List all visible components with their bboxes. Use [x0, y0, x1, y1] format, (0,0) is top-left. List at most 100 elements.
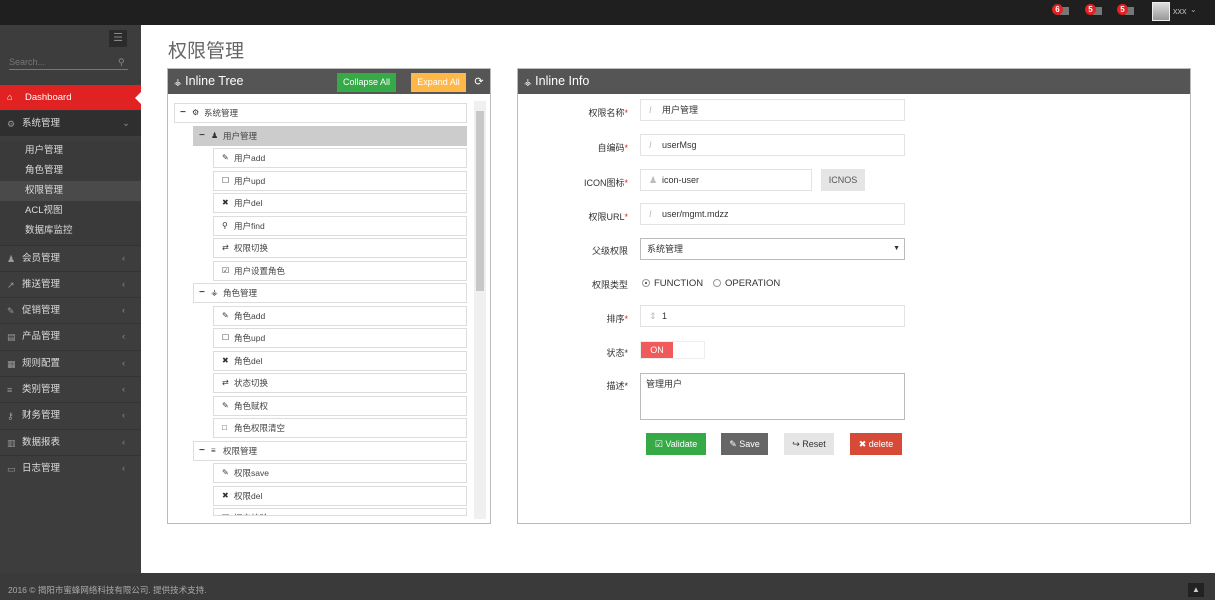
search-input[interactable]: [9, 55, 128, 70]
chevron-left-icon: ‹: [122, 305, 126, 316]
radio-unchecked[interactable]: [713, 279, 721, 287]
times-icon: ✖: [222, 355, 229, 365]
user-name[interactable]: xxx: [1173, 6, 1187, 16]
expand-all-button[interactable]: Expand All: [411, 73, 466, 92]
chevron-down-icon[interactable]: ⌄: [1190, 5, 1197, 14]
status-toggle[interactable]: ON: [640, 341, 705, 359]
notification-tasks[interactable]: 5: [1117, 4, 1137, 18]
tree-node[interactable]: − ⚶ 角色管理: [193, 283, 467, 303]
radio-checked[interactable]: [642, 279, 650, 287]
name-label: 权限名称*: [588, 108, 628, 118]
tree-node-label: 用户find: [234, 220, 265, 231]
icons-button[interactable]: ICNOS: [821, 169, 865, 191]
check-square-icon: ☑: [222, 265, 230, 275]
square-icon: □: [222, 423, 227, 432]
tree-node[interactable]: ✎ 权限save: [213, 463, 467, 483]
tree-node[interactable]: ⇄ 状态切换: [213, 373, 467, 393]
validate-button[interactable]: ☑ Validate: [646, 433, 706, 455]
desc-label: 描述*: [606, 381, 628, 391]
type-radio-operation[interactable]: OPERATION: [713, 278, 780, 289]
sidebar-item-system[interactable]: ⚙ 系统管理 ⌄: [0, 110, 141, 136]
sidebar-item-members[interactable]: ♟ 会员管理 ‹: [0, 245, 141, 271]
tree-node[interactable]: − ⚙ 系统管理: [174, 103, 467, 123]
tree-node[interactable]: ☐ 用户upd: [213, 170, 467, 191]
tree-node-label: 系统管理: [204, 108, 239, 118]
chevron-left-icon: ‹: [122, 253, 126, 264]
avatar[interactable]: [1152, 2, 1170, 21]
home-icon: ⌂: [7, 92, 13, 102]
collapse-icon[interactable]: −: [199, 129, 205, 141]
tree-node[interactable]: ✖ 角色del: [213, 350, 467, 371]
tree-node[interactable]: − ♟ 用户管理: [193, 125, 467, 146]
sidebar-subitem-users[interactable]: 用户管理: [25, 145, 64, 156]
tree-node[interactable]: □ 角色权限清空: [213, 418, 467, 438]
notification-bell[interactable]: 6: [1052, 4, 1072, 18]
tree-node[interactable]: ✖ 权限del: [213, 485, 467, 506]
sidebar-item-reports[interactable]: ▥ 数据报表 ‹: [0, 429, 141, 455]
tree-node[interactable]: ✎ 角色赋权: [213, 395, 467, 416]
list-icon: ≡: [211, 445, 216, 455]
sidebar-subitem-roles[interactable]: 角色管理: [25, 165, 64, 176]
sidebar-item-finance[interactable]: ⚷ 财务管理 ‹: [0, 402, 141, 428]
parent-select[interactable]: 系统管理 ▼: [640, 238, 905, 260]
times-icon: ✖: [858, 439, 869, 449]
collapse-icon[interactable]: −: [199, 444, 205, 456]
notification-badge: 6: [1052, 4, 1063, 15]
tree-node[interactable]: ☐ 角色upd: [213, 328, 467, 348]
tree-node[interactable]: ☑ 用户设置角色: [213, 260, 467, 281]
tree-node[interactable]: ⇄ 权限切换: [213, 238, 467, 258]
tree-node-label: 用户del: [234, 198, 263, 208]
tree-node[interactable]: ✎ 角色add: [213, 305, 467, 326]
tree-node-label: 权限save: [234, 468, 269, 478]
sidebar-item-rules[interactable]: ▦ 规则配置 ‹: [0, 350, 141, 376]
sort-input[interactable]: ⇕ 1: [640, 305, 905, 327]
inbox-badge: 5: [1085, 4, 1096, 15]
sidebar-item-label: 产品管理: [22, 331, 61, 342]
retweet-icon: ⇄: [222, 243, 229, 252]
edit-icon: ☐: [222, 509, 229, 515]
tree-node[interactable]: − ≡ 权限管理: [193, 440, 467, 461]
desc-textarea[interactable]: 管理用户: [640, 373, 905, 420]
save-button[interactable]: ✎ Save: [721, 433, 768, 455]
sidebar-item-categories[interactable]: ≡ 类别管理 ‹: [0, 376, 141, 402]
sidebar-item-push[interactable]: ↗ 推送管理 ‹: [0, 271, 141, 297]
menu-toggle-icon[interactable]: ☰: [109, 30, 127, 47]
type-radio-function[interactable]: FUNCTION: [642, 278, 703, 289]
collapse-icon[interactable]: −: [180, 107, 186, 118]
sidebar-subitem-permissions[interactable]: 权限管理: [0, 181, 141, 201]
tree-node[interactable]: ⚲ 用户find: [213, 215, 467, 236]
icon-input[interactable]: ♟ icon-user: [640, 169, 812, 191]
tree-node[interactable]: ☐ 提交校验: [213, 508, 467, 516]
scrollbar-thumb[interactable]: [476, 111, 484, 291]
tree-scrollbar[interactable]: [474, 101, 486, 519]
check-icon: ☑: [654, 439, 666, 449]
parent-label: 父级权限: [591, 246, 628, 256]
key-icon: ⚷: [7, 411, 14, 421]
reset-button[interactable]: ↪ Reset: [784, 433, 834, 455]
user-icon: ♟: [211, 130, 219, 140]
sidebar-item-promotions[interactable]: ✎ 促销管理 ‹: [0, 297, 141, 323]
search-icon[interactable]: ⚲: [118, 57, 125, 67]
sidebar-item-dashboard[interactable]: ⌂ Dashboard: [0, 85, 141, 110]
collapse-all-button[interactable]: Collapse All: [337, 73, 396, 92]
name-input[interactable]: I 用户管理: [640, 99, 905, 121]
status-label: 状态*: [606, 348, 628, 358]
tree-node-label: 用户upd: [234, 175, 266, 186]
pencil-icon: ✎: [222, 400, 229, 410]
sidebar-subitem-db-monitor[interactable]: 数据库监控: [25, 225, 73, 236]
sitemap-icon: ⚶: [211, 288, 218, 297]
refresh-icon[interactable]: ⟳: [474, 76, 484, 88]
collapse-icon[interactable]: −: [199, 287, 205, 298]
tree-node[interactable]: ✖ 用户del: [213, 193, 467, 213]
sidebar-item-logs[interactable]: ▭ 日志管理 ‹: [0, 455, 141, 481]
sidebar-subitem-acl[interactable]: ACL视图: [25, 205, 63, 216]
tasks-badge: 5: [1117, 4, 1128, 15]
delete-button[interactable]: ✖ delete: [850, 433, 902, 455]
sidebar-item-products[interactable]: ▤ 产品管理 ‹: [0, 323, 141, 349]
user-icon: ♟: [7, 254, 16, 264]
tree-node[interactable]: ✎ 用户add: [213, 148, 467, 168]
notification-inbox[interactable]: 5: [1085, 4, 1105, 18]
scroll-top-icon[interactable]: ▲: [1188, 583, 1204, 597]
